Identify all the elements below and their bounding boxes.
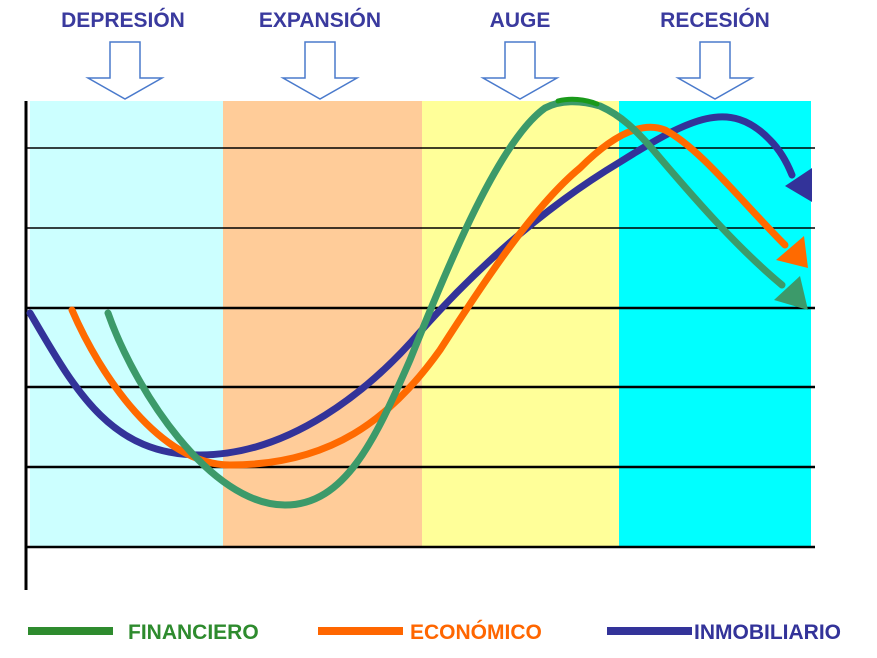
down-arrows xyxy=(85,41,755,100)
phase-label-auge: AUGE xyxy=(490,9,551,32)
down-arrow-icon xyxy=(480,41,560,100)
arrowhead-economico-icon xyxy=(776,236,808,268)
phase-label-depresion: DEPRESIÓN xyxy=(61,8,185,32)
down-arrow-icon xyxy=(85,41,165,100)
grid-lines xyxy=(26,147,815,549)
curve-financiero-peak xyxy=(555,96,600,107)
legend-label-financiero: FINANCIERO xyxy=(128,621,259,644)
phase-band-auge xyxy=(422,101,619,548)
down-arrow-icon xyxy=(675,41,755,100)
phase-band-depresion xyxy=(30,101,223,548)
phase-band-expansion xyxy=(223,101,422,548)
legend-label-economico: ECONÓMICO xyxy=(410,620,542,644)
phase-label-recesion: RECESIÓN xyxy=(660,8,770,32)
legend: FINANCIERO ECONÓMICO INMOBILIARIO xyxy=(28,620,841,644)
curve-inmobiliario xyxy=(26,113,796,459)
arrowhead-financiero-icon xyxy=(774,276,808,310)
curve-financiero xyxy=(104,98,786,509)
legend-label-inmobiliario: INMOBILIARIO xyxy=(694,621,841,644)
phase-label-expansion: EXPANSIÓN xyxy=(259,8,381,32)
cycle-curves xyxy=(26,96,796,509)
arrowhead-inmobiliario-icon xyxy=(785,168,812,202)
down-arrow-icon xyxy=(280,41,360,100)
